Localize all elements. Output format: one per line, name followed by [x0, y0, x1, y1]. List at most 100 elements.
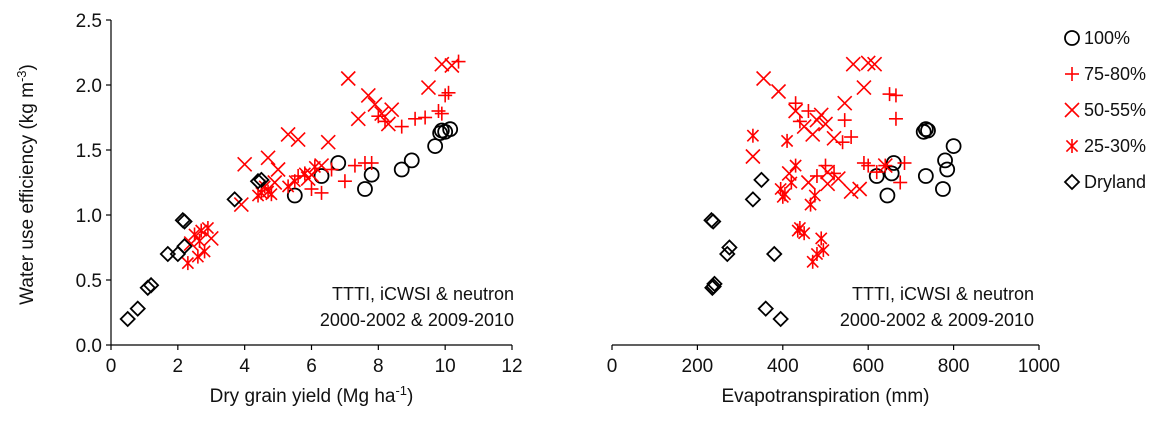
- data-point: [431, 104, 446, 118]
- data-point: [320, 134, 336, 150]
- legend-label: 75-80%: [1084, 64, 1146, 84]
- data-point: [176, 237, 193, 255]
- series-50-55-: [745, 55, 893, 200]
- data-point: [893, 175, 908, 190]
- data-point: [384, 102, 400, 118]
- data-point: [360, 87, 376, 103]
- data-point: [286, 187, 303, 204]
- y-axis-title-text: Water use efficiency (kg m: [17, 82, 38, 305]
- annotation-line: TTTI, iCWSI & neutron: [332, 284, 514, 304]
- data-point: [826, 130, 842, 146]
- legend-marker: [1063, 173, 1081, 191]
- data-point: [288, 174, 301, 189]
- legend-item: 50-55%: [1064, 100, 1146, 120]
- data-point: [350, 111, 366, 127]
- data-point: [394, 119, 409, 134]
- data-point: [830, 171, 846, 187]
- legend: 100% 75-80% 50-55% 25-30% Dryland: [1063, 28, 1146, 192]
- data-point: [408, 111, 423, 126]
- y-tick-label: 1.0: [76, 206, 102, 227]
- legend-item: 100%: [1064, 28, 1130, 48]
- data-point: [313, 168, 330, 184]
- data-point: [917, 168, 934, 184]
- data-point: [314, 185, 329, 200]
- data-point: [347, 158, 362, 173]
- y-axis-title-end: ): [17, 64, 38, 70]
- data-point: [420, 80, 437, 96]
- data-point: [337, 174, 352, 189]
- data-point: [181, 256, 195, 271]
- data-point: [704, 279, 721, 297]
- y-axis-title: Water use efficiency (kg m-3): [14, 64, 38, 305]
- y-axis-title-superscript: -3: [14, 70, 29, 82]
- data-point: [817, 116, 834, 132]
- x-axis-title-text: Dry grain yield (Mg ha: [210, 386, 396, 407]
- legend-marker: [1064, 30, 1080, 46]
- data-point: [300, 171, 316, 187]
- data-point: [265, 187, 278, 202]
- data-point: [201, 221, 215, 235]
- data-point: [308, 159, 322, 174]
- annotation-line: 2000-2002 & 2009-2010: [840, 310, 1034, 330]
- data-point: [280, 126, 296, 142]
- x-tick-label: 0: [106, 356, 117, 377]
- data-point: [159, 245, 177, 263]
- x-tick-label: 0: [607, 356, 618, 377]
- data-point: [393, 161, 410, 178]
- data-point: [744, 191, 762, 208]
- y-tick-label: 2.5: [76, 11, 102, 32]
- data-point: [935, 181, 951, 197]
- series-dryland: [119, 171, 270, 328]
- x-tick-label: 4: [239, 356, 250, 377]
- data-point: [418, 110, 433, 125]
- y-tick-label: 0.5: [76, 271, 102, 292]
- x-axis-title-superscript: -1: [395, 383, 407, 398]
- x-tick-label: 600: [852, 356, 884, 377]
- series-100-: [286, 121, 459, 204]
- data-point: [444, 57, 460, 74]
- data-point: [860, 55, 876, 71]
- data-point: [253, 171, 270, 189]
- data-point: [183, 236, 199, 252]
- data-point: [765, 245, 783, 263]
- data-point: [810, 247, 824, 261]
- data-point: [290, 132, 306, 148]
- data-point: [191, 249, 205, 264]
- data-point: [357, 181, 373, 197]
- data-point: [441, 85, 456, 100]
- data-point: [770, 83, 787, 100]
- x-axis-title-text: Evapotranspiration (mm): [721, 386, 929, 407]
- data-point: [139, 279, 157, 297]
- data-point: [789, 158, 802, 173]
- data-point: [920, 122, 936, 139]
- x-tick-label: 200: [682, 356, 714, 377]
- data-point: [267, 174, 283, 191]
- data-point: [304, 182, 319, 196]
- data-point: [837, 113, 852, 128]
- data-point: [364, 156, 379, 170]
- series-25-30-: [746, 128, 830, 269]
- legend-label: 25-30%: [1084, 136, 1146, 156]
- data-point: [772, 310, 789, 328]
- series-25-30-: [181, 159, 322, 271]
- x-axis-title-end: ): [407, 386, 413, 407]
- data-point: [298, 166, 311, 181]
- x-tick-label: 12: [501, 356, 522, 377]
- legend-marker: [1065, 139, 1079, 153]
- data-point: [882, 87, 897, 102]
- x-tick-label: 1000: [1018, 356, 1060, 377]
- data-point: [888, 111, 903, 126]
- x-axis-title: Dry grain yield (Mg ha-1): [210, 383, 414, 407]
- legend-label: 50-55%: [1084, 100, 1146, 120]
- data-point: [778, 187, 792, 202]
- data-point: [867, 56, 883, 72]
- data-point: [897, 156, 912, 170]
- data-point: [451, 54, 466, 69]
- legend-item: 75-80%: [1065, 64, 1146, 84]
- y-tick-label: 1.5: [76, 141, 102, 162]
- data-point: [330, 155, 347, 171]
- data-point: [788, 103, 804, 119]
- data-point: [843, 184, 859, 200]
- series-100-: [868, 121, 962, 204]
